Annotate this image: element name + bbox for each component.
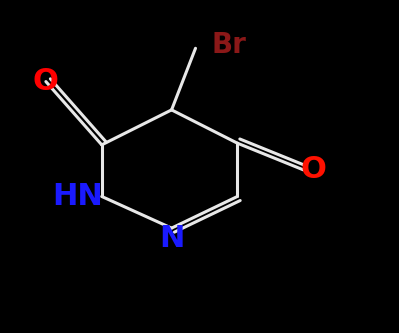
Text: O: O xyxy=(300,155,326,184)
Text: HN: HN xyxy=(52,182,103,211)
Text: O: O xyxy=(33,67,59,96)
Text: N: N xyxy=(159,223,184,253)
Text: Br: Br xyxy=(211,31,246,59)
